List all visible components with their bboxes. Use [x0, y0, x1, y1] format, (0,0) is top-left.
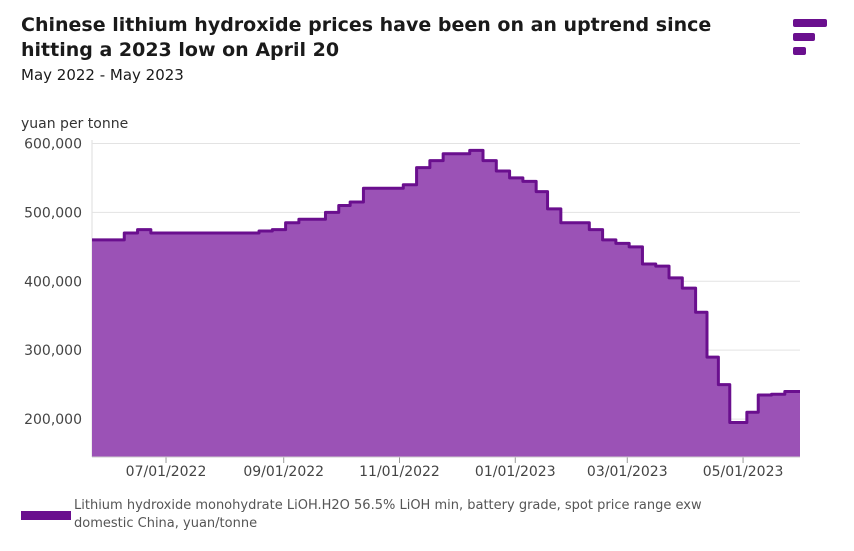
y-tick-label: 300,000	[24, 343, 82, 359]
x-tick-label: 09/01/2022	[243, 464, 324, 480]
x-tick-label: 07/01/2022	[126, 464, 207, 480]
area-layer	[92, 148, 800, 457]
y-tick-label: 500,000	[24, 205, 82, 221]
chart-subtitle: May 2022 - May 2023	[21, 66, 184, 84]
y-axis-unit-label: yuan per tonne	[21, 116, 129, 132]
logo-bar-bottom	[793, 47, 806, 55]
legend-label: Lithium hydroxide monohydrate LiOH.H2O 5…	[74, 498, 702, 531]
x-tick-label: 01/01/2023	[475, 464, 556, 480]
y-tick-label: 200,000	[24, 412, 82, 428]
logo-bar-top	[793, 19, 827, 27]
x-tick-label: 03/01/2023	[587, 464, 668, 480]
chart-title: Chinese lithium hydroxide prices have be…	[21, 14, 712, 61]
brand-logo-icon	[793, 19, 829, 59]
logo-bar-middle	[793, 33, 815, 41]
x-axis: 07/01/2022 09/01/2022 11/01/2022 01/01/2023…	[92, 456, 800, 480]
y-tick-label: 400,000	[24, 274, 82, 290]
y-axis: 200,000 300,000 400,000 500,000 600,000	[24, 136, 82, 428]
x-tick-label: 05/01/2023	[703, 464, 784, 480]
series-line	[92, 148, 800, 425]
series-area	[92, 150, 800, 457]
y-tick-label: 600,000	[24, 136, 82, 152]
x-tick-label: 11/01/2022	[359, 464, 440, 480]
legend-swatch	[21, 511, 71, 520]
